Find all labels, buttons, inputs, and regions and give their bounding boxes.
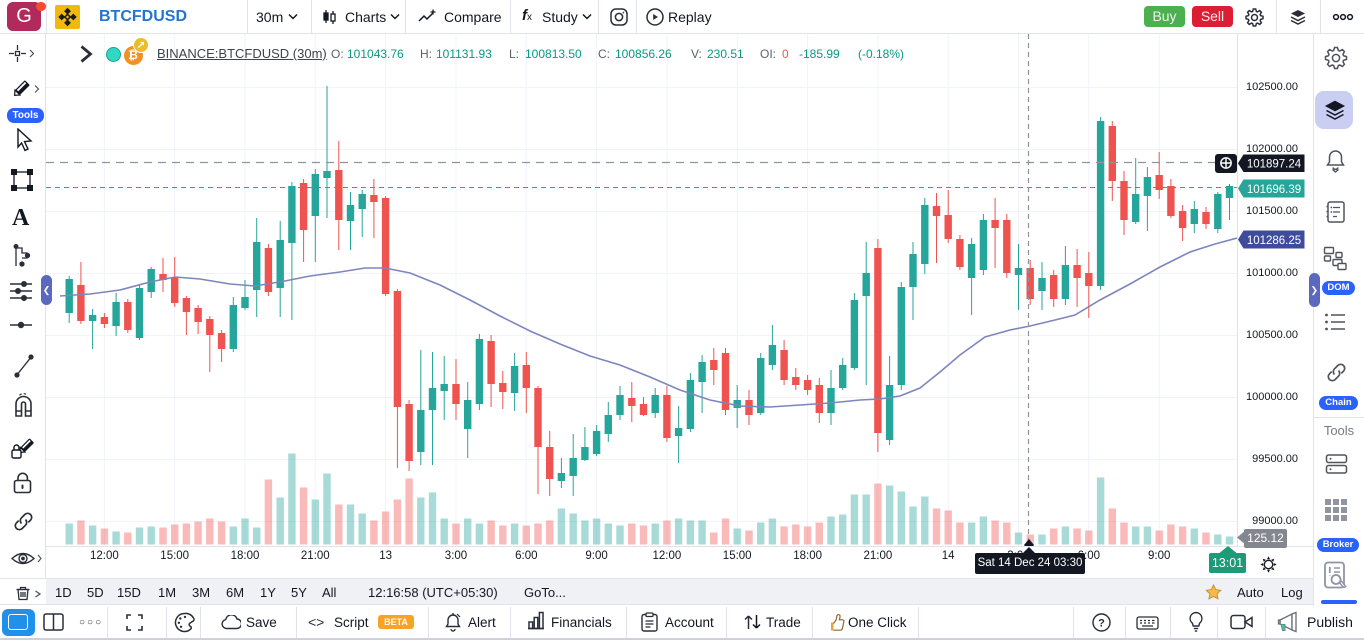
svg-text:101696.39: 101696.39: [1247, 183, 1301, 195]
svg-text:101286.25: 101286.25: [1247, 234, 1301, 246]
svg-text:101897.24: 101897.24: [1247, 158, 1302, 170]
svg-text:?: ?: [1098, 618, 1105, 630]
